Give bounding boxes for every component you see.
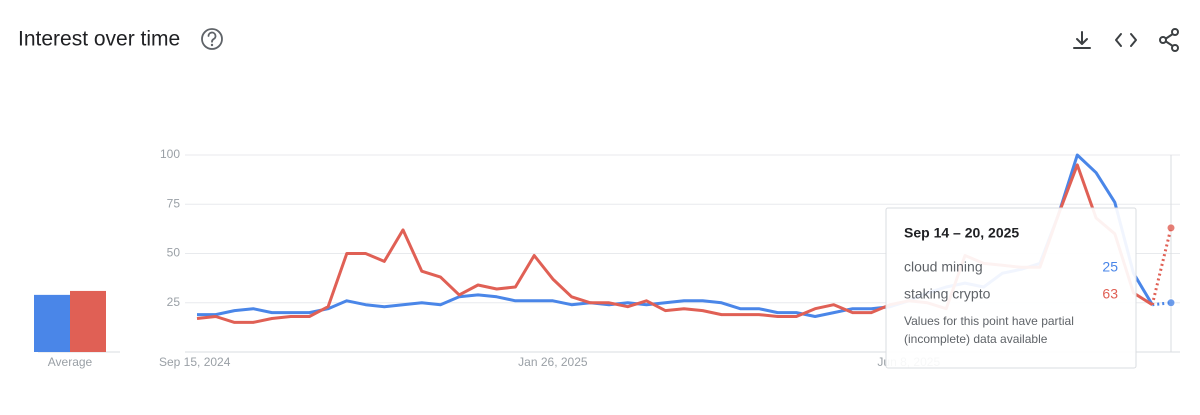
share-icon[interactable] [1159, 28, 1179, 52]
help-icon[interactable] [201, 28, 223, 50]
y-tick-label: 25 [167, 295, 181, 309]
hover-dot [1166, 298, 1176, 308]
x-tick-label: Jan 26, 2025 [518, 355, 588, 369]
tooltip-value: 25 [1102, 259, 1118, 275]
download-icon[interactable] [1073, 31, 1091, 49]
partial-segment [1150, 227, 1173, 306]
tooltip-note: (incomplete) data available [904, 332, 1048, 346]
average-bar [34, 294, 70, 352]
tooltip-value: 63 [1102, 286, 1118, 302]
tooltip-title: Sep 14 – 20, 2025 [904, 225, 1019, 241]
average-label: Average [48, 355, 93, 369]
embed-icon[interactable] [1115, 33, 1137, 47]
tooltip-series-name: staking crypto [904, 286, 991, 302]
hover-dot [1166, 223, 1176, 233]
y-tick-label: 75 [167, 196, 181, 210]
y-tick-label: 100 [160, 147, 180, 161]
tooltip-series-name: cloud mining [904, 259, 983, 275]
tooltip-note: Values for this point have partial [904, 314, 1074, 328]
card-title: Interest over time [18, 28, 180, 51]
average-bar [70, 290, 106, 352]
y-tick-label: 50 [167, 246, 181, 260]
tooltip-box [885, 207, 1137, 369]
tooltip: Sep 14 – 20, 2025 cloud mining 25 staking c… [885, 207, 1137, 369]
x-tick-label: Sep 15, 2024 [159, 355, 231, 369]
